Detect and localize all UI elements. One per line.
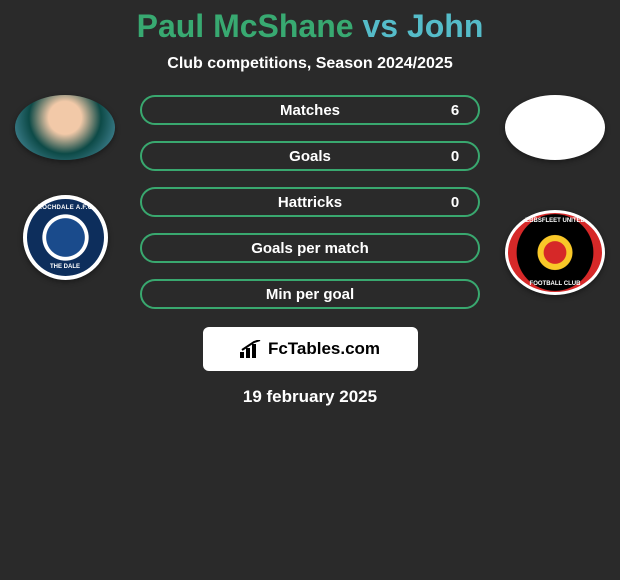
subtitle: Club competitions, Season 2024/2025 [0,55,620,73]
left-column [10,95,120,280]
brand-text: FcTables.com [268,339,380,359]
stat-label: Matches [142,102,478,119]
stat-label: Hattricks [142,194,478,211]
main-row: Matches6Goals0Hattricks0Goals per matchM… [0,95,620,309]
chart-icon [240,340,262,358]
stat-row: Hattricks0 [140,187,480,217]
player1-club-badge [23,195,108,280]
brand-badge: FcTables.com [203,327,418,371]
stat-value-right: 6 [446,102,464,119]
stat-row: Matches6 [140,95,480,125]
right-column [500,95,610,295]
stat-label: Min per goal [142,286,478,303]
page-title: Paul McShane vs John [0,8,620,45]
stat-row: Min per goal [140,279,480,309]
stat-row: Goals per match [140,233,480,263]
stat-label: Goals [142,148,478,165]
title-vs: vs [362,8,398,44]
stat-label: Goals per match [142,240,478,257]
date-text: 19 february 2025 [0,387,620,407]
player2-club-badge [505,210,605,295]
player1-photo [15,95,115,160]
title-player2: John [407,8,483,44]
stats-column: Matches6Goals0Hattricks0Goals per matchM… [140,95,480,309]
stat-value-right: 0 [446,194,464,211]
comparison-card: Paul McShane vs John Club competitions, … [0,0,620,407]
stat-row: Goals0 [140,141,480,171]
player2-photo [505,95,605,160]
stat-value-right: 0 [446,148,464,165]
title-player1: Paul McShane [137,8,354,44]
